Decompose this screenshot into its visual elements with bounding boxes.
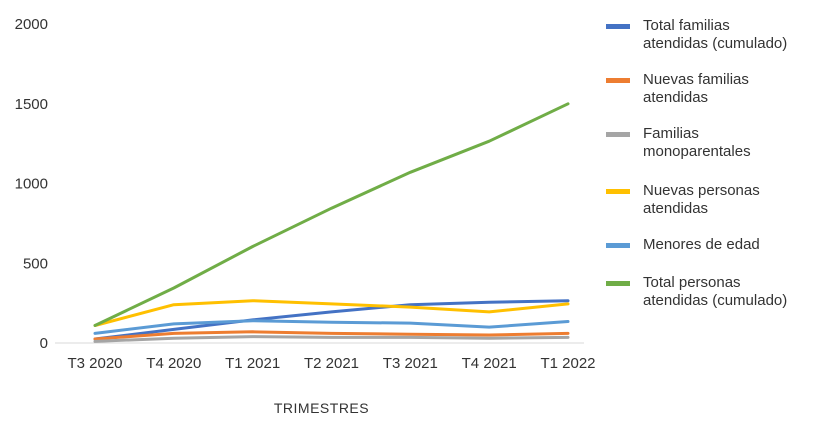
- x-tick-label: T4 2021: [462, 355, 517, 372]
- legend-label: atendidas: [643, 200, 708, 217]
- legend-swatch: [606, 132, 630, 137]
- legend-label: atendidas (cumulado): [643, 35, 787, 52]
- series-line-6: [93, 102, 570, 327]
- y-tick-label: 1000: [15, 176, 48, 193]
- legend-label: atendidas: [643, 89, 708, 106]
- x-tick-label: T3 2021: [383, 355, 438, 372]
- series-line-2: [93, 330, 570, 341]
- legend-swatch: [606, 24, 630, 29]
- legend-swatch: [606, 281, 630, 286]
- legend-swatch: [606, 243, 630, 248]
- y-tick-label: 2000: [15, 16, 48, 33]
- x-tick-label: T1 2021: [225, 355, 280, 372]
- series-line-4: [93, 299, 570, 327]
- y-tick-label: 1500: [15, 96, 48, 113]
- y-tick-label: 0: [40, 335, 48, 352]
- x-axis-title: TRIMESTRES: [274, 400, 369, 416]
- legend-item: Menores de edad: [606, 236, 760, 253]
- x-tick-label: T3 2020: [67, 355, 122, 372]
- x-tick-label: T1 2022: [540, 355, 595, 372]
- series-line-3: [93, 335, 570, 343]
- legend-swatch: [606, 189, 630, 194]
- y-tick-label: 500: [23, 255, 48, 272]
- legend-label: Total familias: [643, 17, 730, 34]
- x-axis-ticks: T3 2020 T4 2020 T1 2021 T2 2021 T3 2021 T4 20…: [67, 355, 595, 372]
- y-axis-ticks: 0 500 1000 1500 2000: [15, 16, 48, 352]
- legend-label: Total personas: [643, 274, 741, 291]
- legend-label: Menores de edad: [643, 236, 760, 253]
- legend-label: monoparentales: [643, 143, 751, 160]
- legend-label: Familias: [643, 125, 699, 142]
- x-tick-label: T4 2020: [146, 355, 201, 372]
- series-line-1: [93, 299, 570, 341]
- legend-swatch: [606, 78, 630, 83]
- x-tick-label: T2 2021: [304, 355, 359, 372]
- legend-label: Nuevas familias: [643, 71, 749, 88]
- series-lines: [93, 102, 570, 343]
- legend-label: Nuevas personas: [643, 182, 760, 199]
- legend-label: atendidas (cumulado): [643, 292, 787, 309]
- series-line-5: [93, 319, 570, 335]
